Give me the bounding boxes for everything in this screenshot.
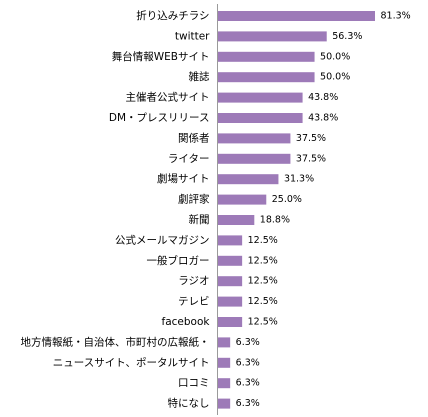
category-label-2: 舞台情報WEBサイト xyxy=(112,50,210,63)
value-label-12: 12.5% xyxy=(248,255,278,266)
value-label-8: 31.3% xyxy=(284,174,314,185)
value-label-7: 37.5% xyxy=(296,153,326,164)
value-label-17: 6.3% xyxy=(236,357,260,368)
category-label-16: 地方情報紙・自治体、市町村の広報紙・ xyxy=(21,335,210,348)
value-label-9: 25.0% xyxy=(272,194,302,205)
bar-7 xyxy=(218,153,291,164)
value-label-2: 50.0% xyxy=(320,51,350,62)
category-label-11: 公式メールマガジン xyxy=(115,233,210,246)
category-label-5: DM・プレスリリース xyxy=(109,112,210,124)
value-label-14: 12.5% xyxy=(248,296,278,307)
bar-3 xyxy=(218,72,315,83)
category-label-19: 特になし xyxy=(168,398,210,410)
bar-19 xyxy=(218,398,231,409)
bar-18 xyxy=(218,378,231,389)
bar-0 xyxy=(218,11,375,21)
value-label-5: 43.8% xyxy=(308,113,338,124)
bar-1 xyxy=(218,31,327,42)
value-label-16: 6.3% xyxy=(236,337,260,348)
bar-16 xyxy=(218,337,231,348)
category-label-17: ニュースサイト、ポータルサイト xyxy=(53,357,210,369)
value-label-13: 12.5% xyxy=(248,276,278,287)
category-label-6: 関係者 xyxy=(178,132,210,144)
value-label-6: 37.5% xyxy=(296,133,326,144)
bar-17 xyxy=(218,357,231,368)
category-label-13: ラジオ xyxy=(178,275,209,287)
value-label-4: 43.8% xyxy=(308,92,338,103)
category-label-15: facebook xyxy=(162,316,211,328)
value-label-15: 12.5% xyxy=(248,317,278,328)
value-labels-group: 81.3% 56.3% 50.0% 50.0% 43.8% 43.8% 37.5% 37.5%… xyxy=(236,11,411,410)
category-label-1: twitter xyxy=(175,30,210,42)
category-label-8: 劇場サイト xyxy=(157,172,210,185)
category-label-12: 一般ブロガー xyxy=(147,254,210,267)
bar-8 xyxy=(218,174,279,185)
value-label-1: 56.3% xyxy=(332,31,362,42)
category-label-3: 雑誌 xyxy=(189,70,210,83)
category-label-7: ライター xyxy=(168,153,210,165)
bar-5 xyxy=(218,113,303,123)
bar-13 xyxy=(218,276,243,287)
bar-4 xyxy=(218,92,303,103)
bar-6 xyxy=(218,133,291,144)
category-label-9: 劇評家 xyxy=(178,193,210,206)
bar-9 xyxy=(218,194,267,205)
value-label-10: 18.8% xyxy=(260,215,290,226)
value-label-19: 6.3% xyxy=(236,398,260,409)
value-label-3: 50.0% xyxy=(320,72,350,83)
category-label-4: 主催者公式サイト xyxy=(126,91,210,104)
category-label-18: 口コミ xyxy=(178,377,210,389)
bars-group xyxy=(218,11,375,409)
category-label-10: 新聞 xyxy=(189,213,210,226)
bar-14 xyxy=(218,296,243,307)
bar-10 xyxy=(218,215,255,225)
bar-12 xyxy=(218,255,243,266)
value-label-11: 12.5% xyxy=(248,235,278,246)
bar-15 xyxy=(218,317,243,327)
category-label-14: テレビ xyxy=(178,296,210,308)
value-label-0: 81.3% xyxy=(381,11,411,22)
value-label-18: 6.3% xyxy=(236,378,260,389)
bar-11 xyxy=(218,235,243,246)
bar-2 xyxy=(218,51,315,62)
category-label-0: 折り込みチラシ xyxy=(136,9,209,22)
